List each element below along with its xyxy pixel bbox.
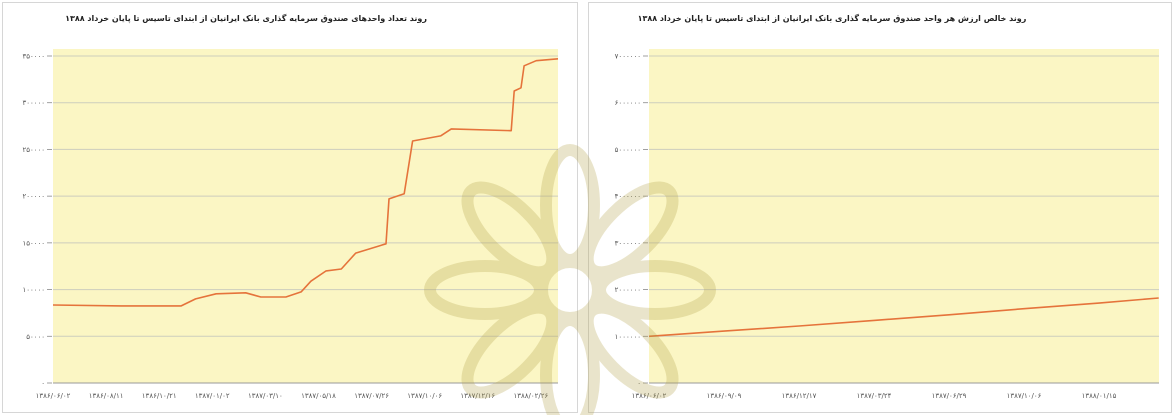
nav-chart-title: روند خالص ارزش هر واحد صندوق سرمایه گذار… (637, 14, 1027, 23)
y-tick-label: ۱۰۰۰۰۰۰ (615, 333, 641, 341)
y-tick-label: ۲۵۰۰۰۰ (22, 146, 45, 154)
x-tick-label: ۱۳۸۷/۱۰/۰۶ (1007, 392, 1042, 400)
y-tick-label: ۳۵۰۰۰۰ (22, 53, 45, 61)
y-tick-label: ۳۰۰۰۰۰۰ (615, 239, 641, 247)
plot-area (649, 49, 1159, 383)
x-tick-label: ۱۳۸۶/۰۹/۰۹ (707, 392, 742, 400)
x-tick-label: ۱۳۸۷/۰۳/۲۴ (857, 392, 892, 400)
y-tick-label: ۵۰۰۰۰۰۰ (615, 146, 641, 154)
units-chart-title: روند تعداد واحدهای صندوق سرمایه گذاری با… (65, 14, 427, 23)
y-tick-label: ۱۰۰۰۰۰ (22, 286, 45, 294)
units-chart: ۰ ۵۰۰۰۰ ۱۰۰۰۰۰ ۱۵۰۰۰۰ ۲۰۰۰۰۰ ۲۵۰۰۰۰ ۳۰۰۰۰۰ ۳۵۰۰… (22, 49, 559, 400)
y-tick-label: ۱۵۰۰۰۰ (22, 239, 45, 247)
y-tick-label: ۴۰۰۰۰۰۰ (615, 193, 641, 201)
series-line (648, 297, 1159, 338)
x-tick-label: ۱۳۸۷/۱۲/۱۶ (460, 392, 495, 400)
x-tick-label: ۱۳۸۶/۰۶/۰۲ (632, 392, 667, 400)
x-tick-label: ۱۳۸۷/۱۰/۰۶ (407, 392, 442, 400)
x-tick-label: ۱۳۸۶/۱۲/۱۷ (782, 392, 817, 400)
y-tick-label: ۲۰۰۰۰۰ (22, 193, 45, 201)
series-line (52, 58, 559, 307)
x-tick-label: ۱۳۸۶/۰۶/۰۲ (36, 392, 71, 400)
nav-chart-panel: ۰ ۱۰۰۰۰۰۰ ۲۰۰۰۰۰۰ ۳۰۰۰۰۰۰ ۴۰۰۰۰۰۰ ۵۰۰۰۰۰۰ ۶۰۰۰… (588, 2, 1172, 413)
y-tick-label: ۲۰۰۰۰۰۰ (615, 286, 641, 294)
y-tick-label: ۰ (41, 380, 45, 388)
x-tick-label: ۱۳۸۶/۰۸/۱۱ (89, 392, 124, 400)
y-tick-label: ۶۰۰۰۰۰۰ (615, 99, 641, 107)
y-tick-label: ۷۰۰۰۰۰۰ (615, 53, 641, 61)
x-tick-label: ۱۳۸۸/۰۱/۱۵ (1082, 392, 1117, 400)
y-tick-label: ۳۰۰۰۰۰ (22, 99, 45, 107)
y-tick-label: ۰ (637, 380, 641, 388)
x-tick-label: ۱۳۸۷/۰۶/۲۹ (932, 392, 967, 400)
x-tick-label: ۱۳۸۷/۰۳/۱۰ (248, 392, 283, 400)
plot-area (53, 49, 558, 383)
units-chart-panel: ۰ ۵۰۰۰۰ ۱۰۰۰۰۰ ۱۵۰۰۰۰ ۲۰۰۰۰۰ ۲۵۰۰۰۰ ۳۰۰۰۰۰ ۳۵۰۰… (2, 2, 578, 413)
x-tick-label: ۱۳۸۷/۰۷/۲۶ (354, 392, 389, 400)
x-tick-label: ۱۳۸۸/۰۲/۲۶ (514, 392, 549, 400)
nav-chart: ۰ ۱۰۰۰۰۰۰ ۲۰۰۰۰۰۰ ۳۰۰۰۰۰۰ ۴۰۰۰۰۰۰ ۵۰۰۰۰۰۰ ۶۰۰۰… (615, 49, 1159, 400)
y-tick-label: ۵۰۰۰۰ (26, 333, 45, 341)
x-tick-label: ۱۳۸۶/۱۰/۲۱ (142, 392, 177, 400)
x-tick-label: ۱۳۸۷/۰۱/۰۲ (195, 392, 230, 400)
x-tick-label: ۱۳۸۷/۰۵/۱۸ (301, 392, 336, 400)
